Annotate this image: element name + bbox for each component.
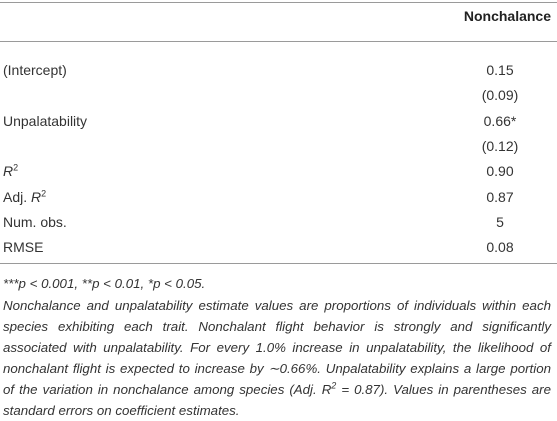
label-text: (Intercept) xyxy=(3,62,67,78)
table-row: R2 0.90 xyxy=(0,159,557,184)
label-text: Unpalatability xyxy=(3,112,88,129)
row-label: (Intercept) xyxy=(3,58,67,83)
note-superscript: 2 xyxy=(331,380,337,391)
cell-value: (0.09) xyxy=(481,87,519,104)
row-label: RMSE xyxy=(3,235,43,260)
note-text: = 0.87). Values in parentheses are stand… xyxy=(3,381,551,418)
label-superscript: 2 xyxy=(13,162,19,173)
cell-value: 0.08 xyxy=(486,239,514,256)
cell-value: 0.90 xyxy=(486,163,514,180)
note-text: Nonchalance and unpalatability estimate … xyxy=(3,298,551,397)
table-row: (0.12) xyxy=(0,134,557,159)
table-note: Nonchalance and unpalatability estimate … xyxy=(3,296,551,421)
table-row: Num. obs. 5 xyxy=(0,210,557,235)
table-row: RMSE 0.08 xyxy=(0,235,557,260)
label-text: RMSE xyxy=(3,239,44,256)
label-superscript: 2 xyxy=(41,187,47,198)
row-label: Unpalatability xyxy=(3,109,87,134)
table-row: (0.09) xyxy=(0,83,557,108)
cell-value: (0.12) xyxy=(481,137,519,154)
label-italic: R xyxy=(3,163,14,180)
top-rule xyxy=(0,2,557,3)
label-text: Num. obs. xyxy=(3,213,67,230)
note-text: R xyxy=(321,381,332,397)
table-row: (Intercept) 0.15 xyxy=(0,58,557,83)
column-header: Nonchalance xyxy=(463,8,551,24)
header-rule xyxy=(0,41,557,42)
table-row: Adj. R2 0.87 xyxy=(0,185,557,210)
cell-value: 5 xyxy=(496,213,504,230)
cell-value: 0.66* xyxy=(483,112,517,129)
cell-value: 0.87 xyxy=(486,188,514,205)
table-row: Unpalatability 0.66* xyxy=(0,109,557,134)
row-label: Num. obs. xyxy=(3,210,67,235)
label-text: Adj. xyxy=(3,188,32,205)
label-italic: R xyxy=(31,188,42,205)
row-label: Adj. R2 xyxy=(3,185,46,210)
footnote: ***p < 0.001, **p < 0.01, *p < 0.05. xyxy=(3,276,206,291)
cell-value: 0.15 xyxy=(486,62,514,78)
bottom-rule xyxy=(0,263,557,264)
row-label: R2 xyxy=(3,159,18,184)
